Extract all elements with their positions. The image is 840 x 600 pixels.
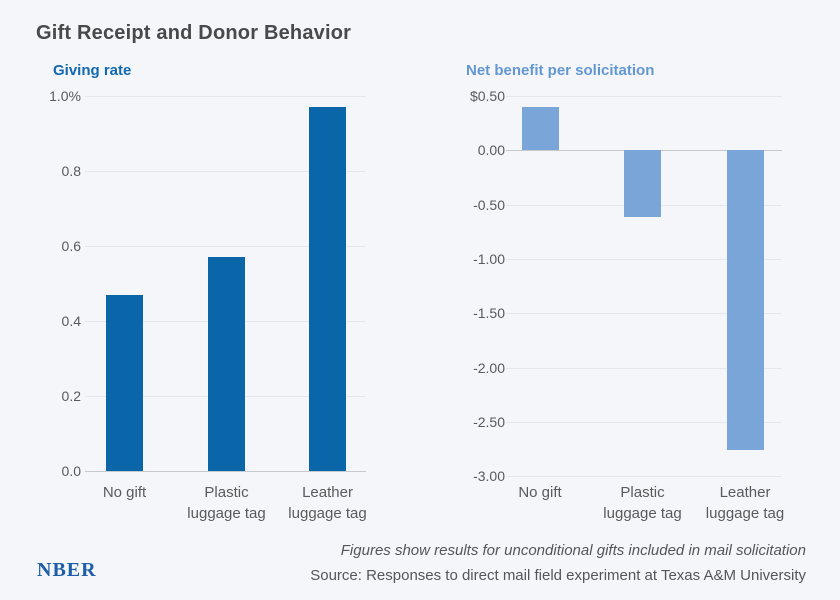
x-category-line: Plastic: [620, 484, 665, 501]
x-category-label: No gift: [518, 482, 561, 503]
gridline: [506, 313, 782, 315]
x-category-line: luggage tag: [187, 505, 266, 522]
nber-logo: NBER: [37, 559, 97, 581]
y-tick-label: 0.00: [477, 142, 505, 159]
gridline: [506, 258, 782, 260]
bar-no-gift: [521, 106, 559, 151]
bar-leather-luggage-tag: [726, 150, 764, 451]
gridline: [506, 96, 782, 97]
y-tick-label: 0.0: [61, 463, 81, 479]
y-tick-label: -0.50: [473, 196, 505, 213]
bar-leather-luggage-tag: [309, 107, 346, 471]
y-tick-label: 1.0%: [49, 88, 81, 104]
x-category-line: No gift: [518, 484, 562, 501]
y-tick-label: -2.50: [473, 413, 505, 430]
x-category-label: Leather luggage tag: [706, 482, 784, 524]
y-tick-label: -2.00: [473, 359, 505, 376]
y-tick-label: -1.50: [473, 305, 505, 322]
y-tick-label: 0.8: [61, 163, 81, 179]
bar-plastic-luggage-tag: [208, 257, 245, 471]
x-category-label: Plastic luggage tag: [603, 482, 681, 524]
x-category-label: Plastic luggage tag: [187, 482, 265, 524]
gridline: [85, 96, 366, 97]
gridline: [506, 367, 782, 369]
x-category-line: Plastic: [204, 484, 249, 501]
gridline: [506, 421, 782, 423]
gridline: [85, 171, 366, 172]
x-category-label: No gift: [103, 482, 146, 503]
x-category-label: Leather luggage tag: [288, 482, 366, 524]
y-tick-label: 0.6: [61, 238, 81, 254]
x-category-line: luggage tag: [603, 505, 682, 522]
x-category-line: Leather: [719, 484, 771, 501]
footnote-source: Source: Responses to direct mail field e…: [310, 567, 806, 584]
page-title: Gift Receipt and Donor Behavior: [36, 22, 352, 44]
x-category-line: luggage tag: [705, 505, 785, 522]
footnote-note: Figures show results for unconditional g…: [340, 542, 806, 559]
chart-0-title: Giving rate: [53, 62, 132, 79]
y-tick-label: 0.4: [61, 313, 81, 329]
x-category-line: Leather: [302, 484, 353, 501]
footnote: Figures show results for unconditional g…: [310, 538, 806, 588]
x-category-line: luggage tag: [288, 505, 367, 522]
gridline: [85, 246, 366, 247]
y-tick-label: 0.2: [61, 388, 81, 404]
bar-plastic-luggage-tag: [624, 150, 661, 217]
gridline: [506, 476, 782, 478]
y-tick-label: -3.00: [473, 468, 505, 485]
y-tick-label: -1.00: [473, 250, 505, 267]
chart-1-title: Net benefit per solicitation: [466, 62, 655, 79]
y-tick-label: $0.50: [469, 88, 505, 104]
bar-no-gift: [106, 294, 143, 471]
x-category-line: No gift: [102, 484, 147, 501]
zero-axis-line: [85, 471, 366, 472]
